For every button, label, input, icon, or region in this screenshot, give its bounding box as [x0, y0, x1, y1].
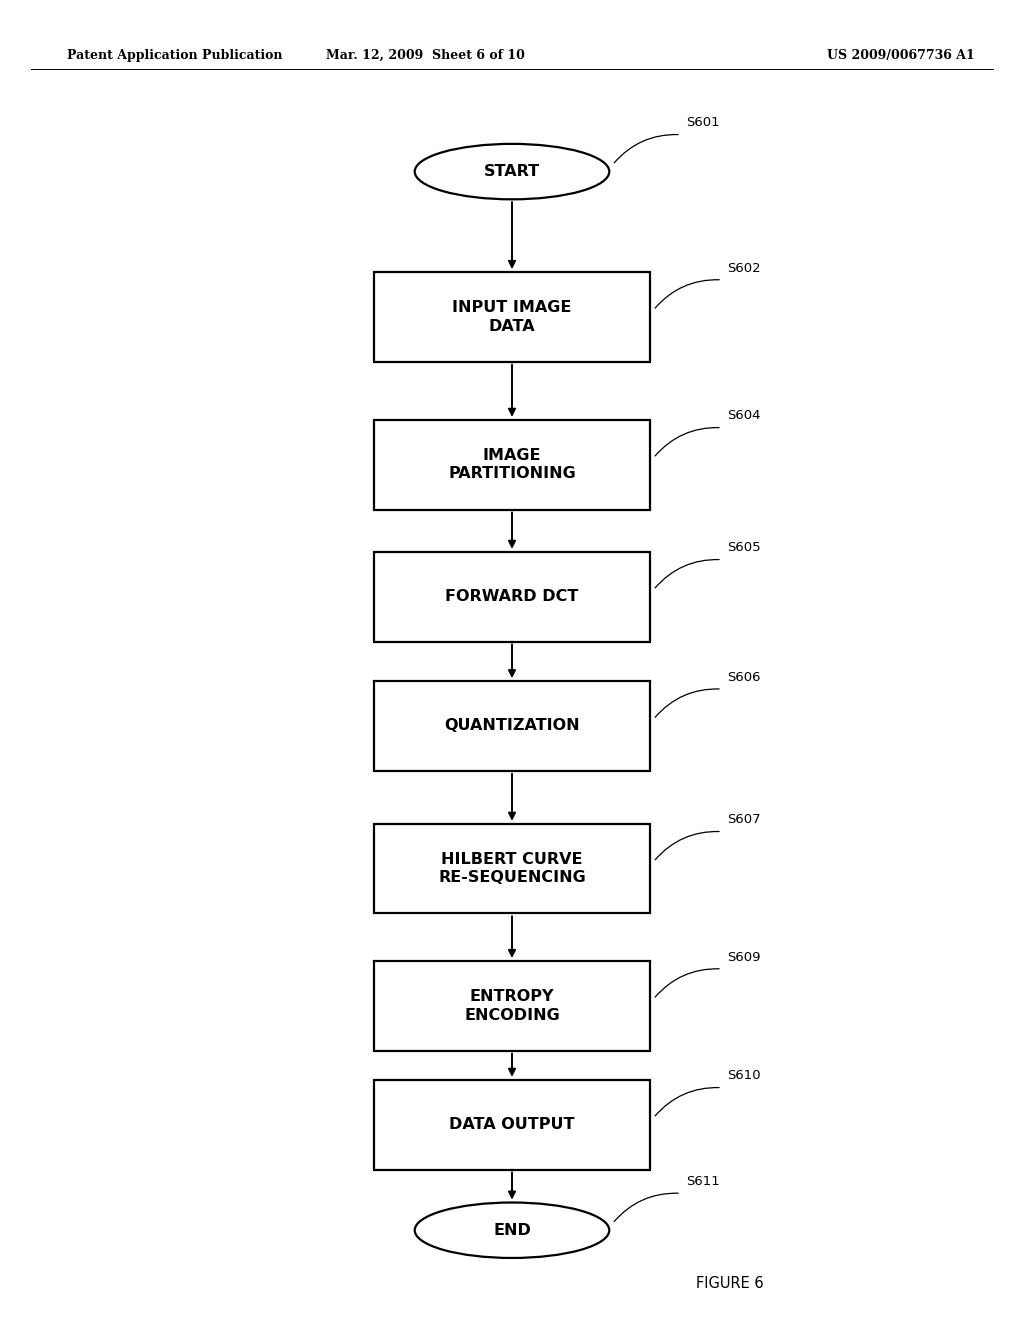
- Text: S604: S604: [727, 409, 761, 422]
- Text: S607: S607: [727, 813, 761, 826]
- Text: S601: S601: [686, 116, 720, 129]
- FancyBboxPatch shape: [374, 961, 650, 1051]
- Text: S609: S609: [727, 950, 761, 964]
- Ellipse shape: [415, 1203, 609, 1258]
- Text: FORWARD DCT: FORWARD DCT: [445, 589, 579, 605]
- Text: END: END: [494, 1222, 530, 1238]
- Ellipse shape: [415, 144, 609, 199]
- Text: S611: S611: [686, 1175, 720, 1188]
- Text: S602: S602: [727, 261, 761, 275]
- Text: QUANTIZATION: QUANTIZATION: [444, 718, 580, 734]
- Text: IMAGE
PARTITIONING: IMAGE PARTITIONING: [449, 447, 575, 482]
- Text: S605: S605: [727, 541, 761, 554]
- FancyBboxPatch shape: [374, 1080, 650, 1170]
- Text: FIGURE 6: FIGURE 6: [696, 1276, 764, 1291]
- Text: HILBERT CURVE
RE-SEQUENCING: HILBERT CURVE RE-SEQUENCING: [438, 851, 586, 886]
- Text: Patent Application Publication: Patent Application Publication: [67, 49, 282, 62]
- Text: DATA OUTPUT: DATA OUTPUT: [450, 1117, 574, 1133]
- Text: ENTROPY
ENCODING: ENTROPY ENCODING: [464, 989, 560, 1023]
- Text: S610: S610: [727, 1069, 761, 1082]
- Text: INPUT IMAGE
DATA: INPUT IMAGE DATA: [453, 300, 571, 334]
- Text: Mar. 12, 2009  Sheet 6 of 10: Mar. 12, 2009 Sheet 6 of 10: [326, 49, 524, 62]
- FancyBboxPatch shape: [374, 824, 650, 913]
- Text: S606: S606: [727, 671, 761, 684]
- FancyBboxPatch shape: [374, 552, 650, 642]
- FancyBboxPatch shape: [374, 420, 650, 510]
- Text: START: START: [484, 164, 540, 180]
- FancyBboxPatch shape: [374, 272, 650, 362]
- Text: US 2009/0067736 A1: US 2009/0067736 A1: [827, 49, 975, 62]
- FancyBboxPatch shape: [374, 681, 650, 771]
